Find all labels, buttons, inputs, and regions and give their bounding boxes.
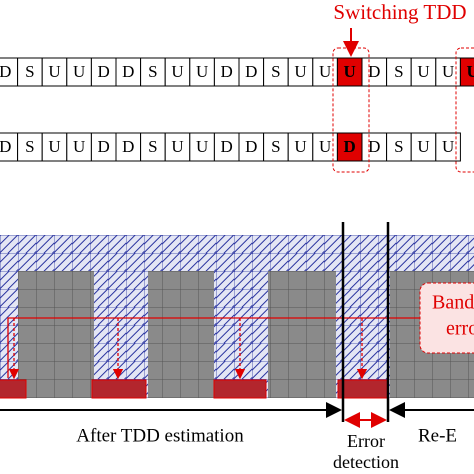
tdd-label: D	[0, 137, 11, 156]
phase-label: Error	[347, 431, 385, 451]
tdd-label: D	[368, 137, 380, 156]
tdd-label: U	[294, 137, 306, 156]
tdd-label: U	[467, 62, 474, 81]
tdd-cell	[17, 132, 43, 162]
detected-bars	[0, 379, 389, 399]
tdd-cell	[66, 57, 92, 87]
switch-box	[332, 47, 370, 173]
callout-text: erro	[446, 318, 474, 340]
tdd-label: S	[25, 62, 34, 81]
tdd-cell	[189, 132, 215, 162]
tdd-label: S	[271, 62, 280, 81]
tdd-label: U	[171, 137, 183, 156]
tdd-cell	[164, 132, 191, 162]
tdd-label: S	[271, 137, 280, 156]
tdd-label: D	[221, 62, 233, 81]
tdd-label: S	[394, 137, 403, 156]
phase-label: After TDD estimation	[76, 425, 244, 446]
tdd-cell	[238, 57, 265, 87]
tdd-label: S	[148, 62, 157, 81]
tdd-cell	[287, 132, 314, 162]
tdd-cell	[164, 57, 191, 87]
tdd-cell	[90, 132, 117, 162]
tdd-cell	[410, 57, 437, 87]
tdd-rows: D S U U D D S U U D D S U U U D S U U UD S U U D D S U U D D S U U D D S U U	[0, 57, 474, 162]
phase-label: Re-E	[418, 425, 457, 446]
tdd-cell	[90, 57, 117, 87]
phase-label: detection	[333, 452, 399, 472]
tdd-label: D	[0, 62, 11, 81]
tdd-cell	[140, 132, 166, 162]
tdd-cell	[336, 132, 363, 162]
tdd-label: D	[368, 62, 380, 81]
tdd-cell	[361, 57, 388, 87]
tdd-label: S	[148, 137, 157, 156]
tdd-cell	[336, 57, 363, 87]
tdd-label: D	[344, 137, 356, 156]
tdd-label: D	[245, 137, 257, 156]
resource-grid	[0, 235, 474, 398]
tdd-label: U	[171, 62, 183, 81]
tdd-label: U	[417, 137, 429, 156]
tdd-label: U	[319, 137, 331, 156]
tdd-cell	[312, 132, 338, 162]
tdd-cell	[459, 57, 474, 87]
tdd-cell	[263, 132, 289, 162]
tdd-label: U	[48, 62, 60, 81]
estimation-arrows	[7, 317, 420, 380]
tdd-label: U	[196, 62, 208, 81]
tdd-cell	[115, 132, 142, 162]
tdd-cell	[410, 132, 437, 162]
tdd-label: D	[245, 62, 257, 81]
tdd-label: U	[196, 137, 208, 156]
tdd-label: D	[98, 137, 110, 156]
tdd-label: U	[442, 62, 454, 81]
tdd-label: U	[319, 62, 331, 81]
tdd-label: U	[73, 137, 85, 156]
tdd-label: U	[417, 62, 429, 81]
phase-arrows	[0, 402, 474, 428]
tdd-cell	[41, 57, 68, 87]
tdd-cell	[287, 57, 314, 87]
tdd-label: U	[48, 137, 60, 156]
switch-box	[455, 47, 474, 173]
tdd-label: S	[25, 137, 34, 156]
tdd-label: U	[73, 62, 85, 81]
callout-box	[419, 282, 474, 354]
tdd-label: D	[122, 62, 134, 81]
tdd-cell	[140, 57, 166, 87]
tdd-label: U	[294, 62, 306, 81]
tdd-cell	[115, 57, 142, 87]
tdd-label: U	[344, 62, 356, 81]
tdd-cell	[41, 132, 68, 162]
tdd-label: D	[98, 62, 110, 81]
title: Switching TDD	[333, 0, 466, 24]
tdd-label: D	[221, 137, 233, 156]
tdd-cell	[361, 132, 388, 162]
tdd-label: S	[394, 62, 403, 81]
callout-text: Band	[432, 292, 474, 314]
tdd-cell	[213, 132, 240, 162]
tdd-label: U	[442, 137, 454, 156]
tdd-label: D	[122, 137, 134, 156]
